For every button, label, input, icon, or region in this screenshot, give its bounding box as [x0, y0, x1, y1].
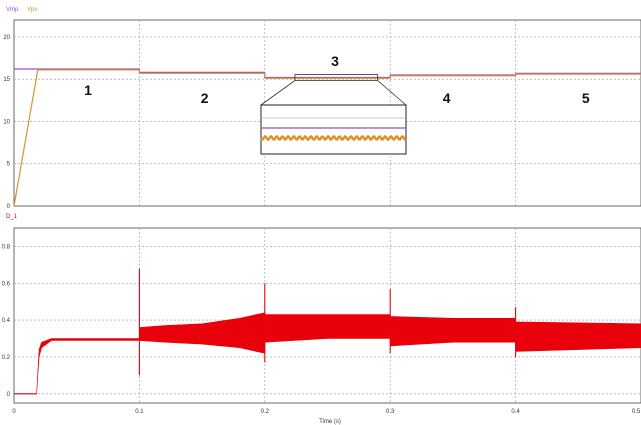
- top-series: [13, 68, 641, 207]
- d1-envelope: [14, 312, 641, 395]
- series-line-vpv: [13, 69, 641, 207]
- region-label-1: 1: [84, 82, 92, 98]
- bottom-y-tick-label: 0.6: [2, 281, 11, 287]
- top-panel: Vmp Vpv 0 5 10 15 20 1 2 3 4 5: [3, 7, 641, 210]
- region-label-4: 4: [443, 90, 451, 106]
- top-y-axis: 0 5 10 15 20: [3, 35, 10, 210]
- x-tick-label: 0.2: [261, 409, 270, 415]
- x-tick-label: 0.1: [135, 409, 144, 415]
- bottom-plot-frame: [13, 227, 641, 404]
- top-plot-frame: [13, 19, 641, 207]
- bottom-panel: D_1 0 0.2 0.4 0.6 0.8 0 0.1 0.2 0.3 0.4 0.5 Time …: [2, 214, 641, 425]
- top-y-tick-label: 15: [3, 77, 10, 83]
- bottom-y-tick-label: 0.2: [2, 355, 11, 361]
- legend-d1: D_1: [6, 214, 18, 220]
- top-y-tick-label: 0: [7, 204, 11, 210]
- bottom-series: [14, 268, 641, 395]
- region-label-2: 2: [201, 90, 209, 106]
- bottom-grid: [14, 228, 641, 403]
- inset-vpv-ripple: [260, 134, 407, 142]
- region-label-3: 3: [331, 53, 339, 69]
- x-axis-label: Time (s): [319, 419, 341, 425]
- x-tick-label: 0.4: [511, 409, 520, 415]
- bottom-y-tick-label: 0: [7, 392, 11, 398]
- x-tick-label: 0.3: [386, 409, 395, 415]
- x-axis: 0 0.1 0.2 0.3 0.4 0.5: [12, 409, 641, 415]
- region-labels: 1 2 3 4 5: [84, 53, 590, 106]
- top-y-tick-label: 20: [3, 35, 10, 41]
- zoom-inset: [260, 74, 407, 155]
- x-tick-label: 0: [12, 409, 16, 415]
- zoom-connector-left: [260, 80, 296, 106]
- top-y-tick-label: 5: [7, 162, 11, 168]
- legend-vpv: Vpv: [27, 7, 37, 13]
- bottom-y-tick-label: 0.8: [2, 244, 11, 250]
- zoom-source-box: [294, 74, 379, 81]
- top-y-tick-label: 10: [3, 119, 10, 125]
- legend-vmp: Vmp: [6, 7, 19, 13]
- bottom-y-axis: 0 0.2 0.4 0.6 0.8: [2, 244, 11, 397]
- bottom-y-tick-label: 0.4: [2, 318, 11, 324]
- zoom-inset-box: [260, 104, 407, 155]
- x-tick-label: 0.5: [632, 409, 641, 415]
- zoom-connector-right: [377, 80, 407, 106]
- region-label-5: 5: [582, 90, 590, 106]
